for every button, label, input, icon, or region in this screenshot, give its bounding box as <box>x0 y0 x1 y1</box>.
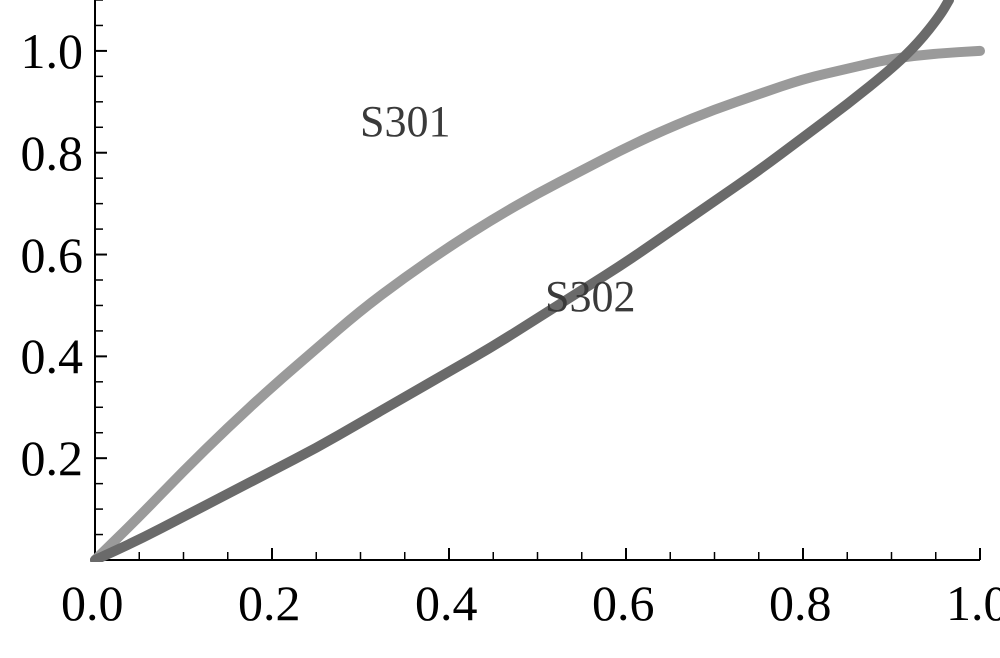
chart-svg <box>0 0 1000 658</box>
series-label-S302: S302 <box>545 275 635 319</box>
x-tick-label: 0.8 <box>769 578 832 628</box>
y-tick-label: 0.4 <box>21 331 84 381</box>
y-tick-label: 0.8 <box>21 128 84 178</box>
x-tick-label: 0.6 <box>592 578 655 628</box>
chart-container: 0.0 0.2 0.4 0.6 0.8 1.0 0.2 0.4 0.6 0.8 1.0 S301 S30… <box>0 0 1000 658</box>
x-tick-label: 0.4 <box>415 578 478 628</box>
y-tick-label: 0.6 <box>21 230 84 280</box>
x-tick-label: 0.0 <box>61 578 124 628</box>
series-label-S301: S301 <box>360 100 450 144</box>
x-tick-label: 1.0 <box>946 578 1000 628</box>
x-tick-label: 0.2 <box>238 578 301 628</box>
y-tick-label: 1.0 <box>21 26 84 76</box>
y-tick-label: 0.2 <box>21 433 84 483</box>
